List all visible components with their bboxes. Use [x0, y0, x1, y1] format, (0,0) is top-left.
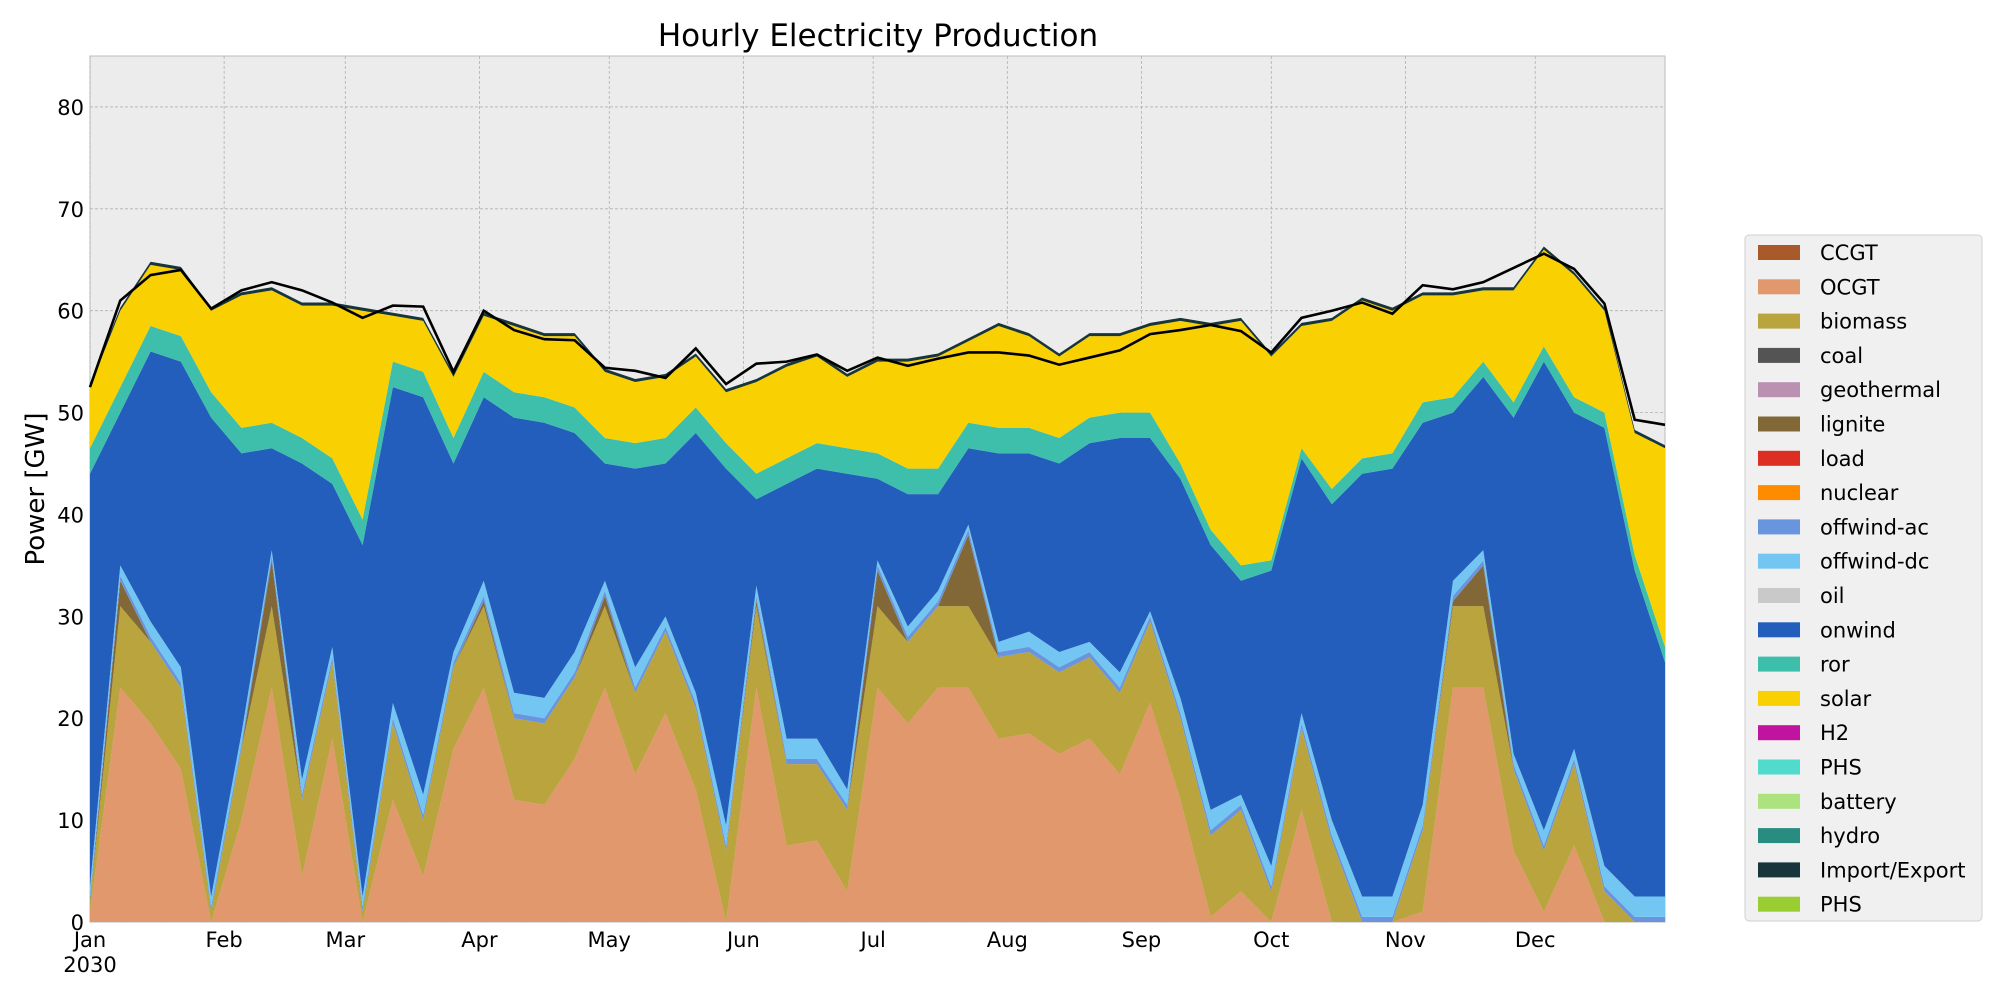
legend-label-nuclear: nuclear	[1820, 481, 1899, 505]
legend-swatch-phs	[1758, 896, 1800, 912]
y-tick-label: 20	[57, 707, 84, 731]
legend-label-h2: H2	[1820, 721, 1849, 745]
legend: CCGT OCGT biomass coal geothermal lignite load…	[1744, 234, 1983, 922]
total-load-line	[88, 252, 1666, 427]
legend-label-import-export: Import/Export	[1820, 858, 1966, 882]
legend-label-oil: oil	[1820, 584, 1845, 608]
y-axis: 0 10 20 30 40 50 60 70 80	[57, 96, 84, 935]
area-onwind	[90, 351, 1665, 897]
total-line	[88, 252, 1666, 427]
legend-label-biomass: biomass	[1820, 310, 1907, 334]
x-tick-label: Sep	[1122, 928, 1162, 952]
legend-label-hydro: hydro	[1820, 824, 1880, 848]
legend-label-onwind: onwind	[1820, 618, 1896, 642]
legend-swatch-nuclear	[1758, 485, 1800, 501]
legend-label-load: load	[1820, 447, 1865, 471]
area-biomass	[90, 606, 1665, 922]
x-tick-label: Aug	[987, 928, 1028, 952]
x-tick-label: Jan	[72, 928, 106, 952]
legend-swatch-offwind-dc	[1758, 553, 1800, 569]
legend-label-lignite: lignite	[1820, 413, 1885, 437]
legend-swatch-battery	[1758, 793, 1800, 809]
area-ocgt	[90, 687, 1665, 922]
legend-swatch-h2	[1758, 725, 1800, 741]
legend-swatch-offwind-ac	[1758, 519, 1800, 535]
x-tick-label: Nov	[1385, 928, 1426, 952]
x-tick-label: Oct	[1253, 928, 1289, 952]
y-axis-label: Power [GW]	[21, 412, 51, 565]
legend-swatch-import-export	[1758, 862, 1800, 878]
chart-title: Hourly Electricity Production	[658, 18, 1098, 54]
legend-swatch-geothermal	[1758, 382, 1800, 398]
y-tick-label: 80	[57, 96, 84, 120]
legend-label-geothermal: geothermal	[1820, 378, 1941, 402]
x-tick-label: Mar	[325, 928, 365, 952]
legend-swatch-ccgt	[1758, 245, 1800, 260]
legend-label-phs: PHS	[1820, 893, 1862, 917]
legend-swatch-hydro	[1758, 828, 1800, 844]
legend-label-ocgt: OCGT	[1820, 275, 1880, 299]
legend-label-ccgt: CCGT	[1820, 241, 1878, 265]
legend-label-coal: coal	[1820, 344, 1863, 368]
legend-swatch-lignite	[1758, 416, 1800, 432]
y-tick-label: 30	[57, 605, 84, 629]
legend-label-ror: ror	[1820, 653, 1850, 677]
x-tick-label: Jul	[859, 928, 886, 952]
y-tick-label: 70	[57, 198, 84, 222]
area-series	[90, 246, 1665, 922]
x-tick-label: May	[588, 928, 631, 952]
legend-frame	[1744, 234, 1983, 922]
y-tick-label: 0	[71, 911, 84, 935]
legend-swatch-biomass	[1758, 313, 1800, 329]
y-tick-label: 10	[57, 809, 84, 833]
legend-label-offwind-ac: offwind-ac	[1820, 515, 1929, 539]
legend-label-phs: PHS	[1820, 756, 1862, 780]
x-tick-label: Jun	[725, 928, 760, 952]
x-tick-label: Feb	[206, 928, 243, 952]
x-tick-label: Apr	[461, 928, 498, 952]
legend-swatch-solar	[1758, 690, 1800, 706]
area-solar	[90, 249, 1665, 647]
legend-swatch-load	[1758, 450, 1800, 466]
legend-swatch-ocgt	[1758, 279, 1800, 295]
legend-label-solar: solar	[1820, 687, 1871, 711]
y-tick-label: 40	[57, 503, 84, 527]
legend-swatch-ror	[1758, 656, 1800, 672]
x-tick-sublabel: 2030	[63, 953, 116, 977]
legend-swatch-onwind	[1758, 622, 1800, 638]
legend-swatch-phs	[1758, 759, 1800, 775]
y-tick-label: 50	[57, 402, 84, 426]
x-tick-label: Dec	[1515, 928, 1556, 952]
legend-swatch-oil	[1758, 588, 1800, 603]
legend-label-battery: battery	[1820, 790, 1897, 814]
y-tick-label: 60	[57, 300, 84, 324]
legend-label-offwind-dc: offwind-dc	[1820, 550, 1929, 574]
legend-swatch-coal	[1758, 347, 1800, 363]
